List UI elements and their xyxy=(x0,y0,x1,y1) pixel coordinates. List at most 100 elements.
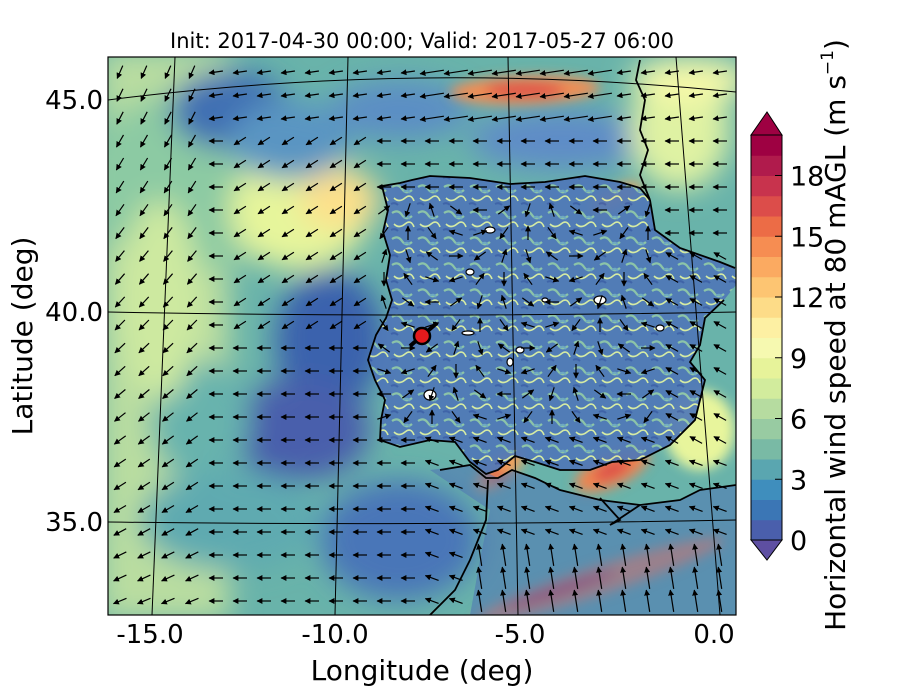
wind-vector xyxy=(424,528,439,535)
wind-vector xyxy=(640,482,655,489)
wind-vector xyxy=(163,250,173,262)
wind-vector xyxy=(164,111,172,125)
wind-vector xyxy=(617,205,631,215)
wind-vector xyxy=(161,528,175,536)
wind-vector xyxy=(548,566,555,589)
wind-vector xyxy=(641,389,655,399)
wind-vector xyxy=(187,227,197,240)
colorbar-frame xyxy=(750,134,783,541)
wind-vector xyxy=(403,272,413,286)
wind-vector xyxy=(400,69,415,76)
colorbar-band xyxy=(751,438,782,460)
wind-vector xyxy=(257,159,271,169)
wind-vector xyxy=(138,365,150,377)
wind-vector xyxy=(162,365,174,377)
wind-vector xyxy=(569,205,583,215)
wind-vector xyxy=(689,390,703,398)
wind-vector xyxy=(592,528,607,535)
wind-vector xyxy=(472,459,487,466)
wind-vector xyxy=(185,504,199,514)
wind-vector xyxy=(616,528,631,535)
wind-vector xyxy=(257,320,271,330)
wind-vector xyxy=(665,367,679,375)
wind-vector xyxy=(448,482,463,489)
wind-vector xyxy=(419,92,444,99)
wind-vector xyxy=(571,318,581,332)
wind-vector xyxy=(616,92,631,99)
wind-vector xyxy=(329,182,343,192)
wind-vector xyxy=(619,226,629,240)
wind-vector xyxy=(140,88,148,102)
wind-vector xyxy=(544,482,559,489)
wind-vector xyxy=(139,250,149,262)
wind-vector xyxy=(162,319,174,331)
wind-vector xyxy=(713,390,727,398)
wind-vector xyxy=(116,111,124,125)
wind-vector xyxy=(186,296,198,308)
wind-vector xyxy=(448,528,463,535)
wind-vector xyxy=(419,115,444,122)
wind-vector xyxy=(596,566,603,589)
wind-vector xyxy=(563,115,588,122)
wind-vector xyxy=(616,69,631,76)
wind-vector xyxy=(424,574,439,581)
wind-vector xyxy=(544,505,559,512)
wind-vector xyxy=(401,389,415,399)
wind-vector xyxy=(353,297,367,307)
wind-vector xyxy=(428,202,435,217)
wind-vector xyxy=(593,389,607,399)
wind-vector xyxy=(424,436,439,443)
wind-speed-field xyxy=(108,57,736,615)
wind-vector xyxy=(377,368,392,375)
colorbar-band xyxy=(751,337,782,359)
wind-vector xyxy=(305,320,319,330)
colorbar-tick-label: 18 xyxy=(790,162,824,193)
wind-vector xyxy=(665,321,679,329)
wind-vector xyxy=(473,229,488,236)
wind-vector xyxy=(664,482,679,489)
colorbar-band xyxy=(751,195,782,217)
wind-vector xyxy=(500,589,507,612)
colorbar-band xyxy=(751,216,782,237)
wind-vector xyxy=(547,226,557,240)
wind-vector xyxy=(620,543,627,566)
wind-vector xyxy=(113,574,127,582)
wind-vector xyxy=(713,436,727,444)
wind-vector xyxy=(568,528,583,535)
wind-vector xyxy=(427,364,437,378)
wind-vector xyxy=(644,203,651,218)
wind-vector xyxy=(187,134,197,148)
wind-vector xyxy=(617,413,632,420)
colorbar-band xyxy=(751,317,782,338)
x-tick-label: -10.0 xyxy=(301,620,368,650)
wind-vector xyxy=(616,459,631,466)
wind-vector xyxy=(281,320,295,330)
wind-vector xyxy=(640,368,655,375)
wind-vector xyxy=(664,115,679,122)
wind-vector xyxy=(453,340,460,355)
wind-vector xyxy=(186,389,198,399)
wind-vector xyxy=(114,296,126,308)
wind-vector xyxy=(137,435,151,445)
wind-vector xyxy=(472,413,487,420)
wind-vector xyxy=(568,229,583,236)
wind-vector xyxy=(689,436,703,444)
map-area xyxy=(108,57,736,615)
wind-vector xyxy=(568,276,583,283)
wind-vector xyxy=(232,92,247,99)
wind-vector xyxy=(329,320,343,330)
wind-vector xyxy=(544,459,559,466)
colorbar-tick-label: 9 xyxy=(790,344,807,375)
wind-vector xyxy=(256,69,271,76)
wind-vector xyxy=(620,566,627,589)
wind-vector xyxy=(139,157,149,171)
wind-vector xyxy=(448,505,463,512)
wind-vector xyxy=(257,274,271,284)
wind-vector xyxy=(187,203,197,217)
wind-vector xyxy=(233,182,247,192)
wind-vector xyxy=(692,589,699,612)
wind-vector xyxy=(114,273,126,285)
wind-vector xyxy=(643,410,653,424)
wind-vector xyxy=(491,69,516,76)
wind-vector xyxy=(329,136,343,146)
